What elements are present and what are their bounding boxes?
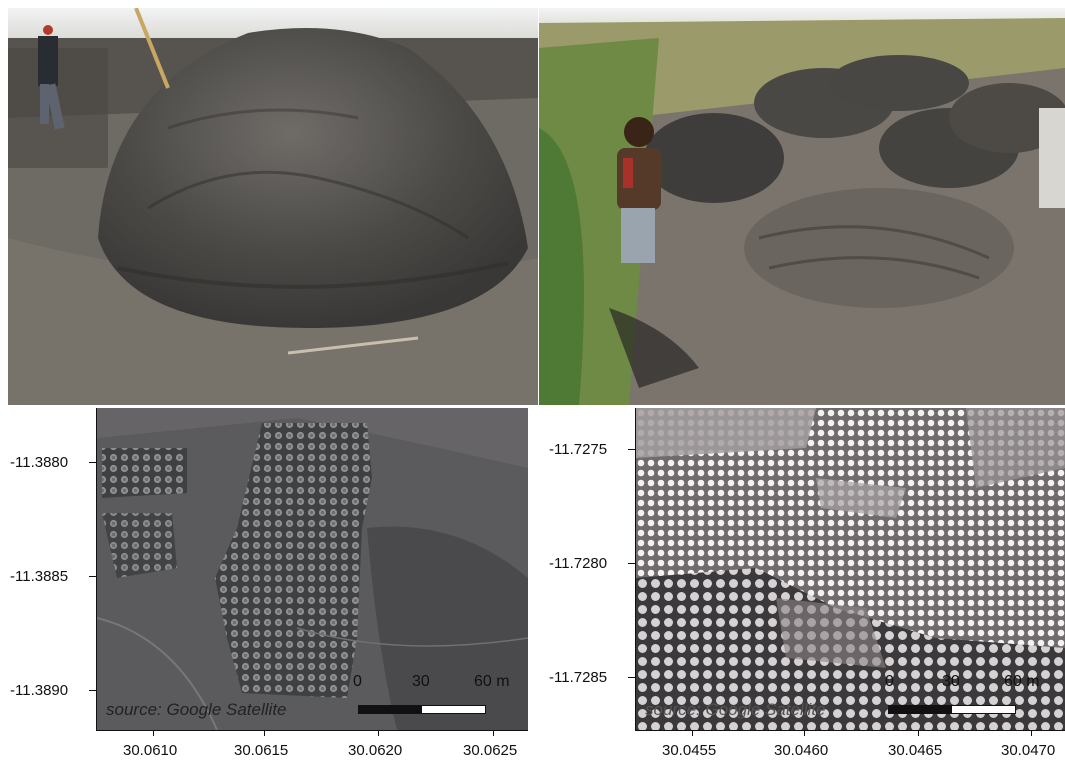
y-tick-label-right-3: -11.7285: [549, 669, 608, 686]
scale-label-end-right: 60 m: [1004, 673, 1040, 690]
x-tick-right-1: [692, 730, 693, 736]
y-tick-left-2: [89, 576, 96, 577]
y-tick-right-1: [628, 449, 635, 450]
x-tick-label-right-1: 30.0455: [662, 742, 717, 759]
satellite-map-right: [636, 408, 1065, 730]
scale-label-zero-left: 0: [353, 673, 362, 690]
scale-label-zero-right: 0: [885, 673, 894, 690]
x-tick-label-left-4: 30.0625: [463, 742, 518, 759]
y-tick-right-3: [628, 677, 635, 678]
x-axis-line-right: [635, 730, 1065, 731]
x-tick-left-3: [378, 730, 379, 736]
x-tick-left-2: [264, 730, 265, 736]
scale-bar-left: [358, 705, 486, 714]
x-tick-left-4: [493, 730, 494, 736]
x-tick-right-2: [804, 730, 805, 736]
x-tick-label-right-4: 30.0470: [1001, 742, 1056, 759]
x-tick-label-left-1: 30.0610: [123, 742, 178, 759]
y-tick-right-2: [628, 563, 635, 564]
y-tick-label-left-3: -11.3890: [10, 682, 69, 699]
y-tick-left-1: [89, 462, 96, 463]
scale-label-end-left: 60 m: [474, 673, 510, 690]
x-tick-label-right-3: 30.0465: [888, 742, 943, 759]
y-tick-left-3: [89, 690, 96, 691]
mound-photo-right: [539, 8, 1065, 405]
source-caption-left: source: Google Satellite: [106, 700, 287, 719]
y-tick-label-left-2: -11.3885: [10, 568, 69, 585]
x-tick-label-left-3: 30.0620: [348, 742, 403, 759]
y-tick-label-left-1: -11.3880: [10, 454, 69, 471]
x-axis-line-left: [96, 730, 528, 731]
mound-photo-left: [8, 8, 538, 405]
y-tick-label-right-2: -11.7280: [549, 555, 608, 572]
scale-bar-right: [888, 705, 1016, 714]
x-tick-right-3: [918, 730, 919, 736]
satellite-map-left: [97, 408, 528, 730]
y-tick-label-right-1: -11.7275: [549, 441, 608, 458]
y-axis-line-left: [96, 408, 97, 730]
scale-label-mid-left: 30: [412, 673, 430, 690]
source-caption-right: source: Google Satellite: [645, 700, 826, 719]
x-tick-label-left-2: 30.0615: [234, 742, 289, 759]
x-tick-label-right-2: 30.0460: [774, 742, 829, 759]
x-tick-left-1: [153, 730, 154, 736]
x-tick-right-4: [1031, 730, 1032, 736]
scale-label-mid-right: 30: [942, 673, 960, 690]
y-axis-line-right: [635, 408, 636, 730]
